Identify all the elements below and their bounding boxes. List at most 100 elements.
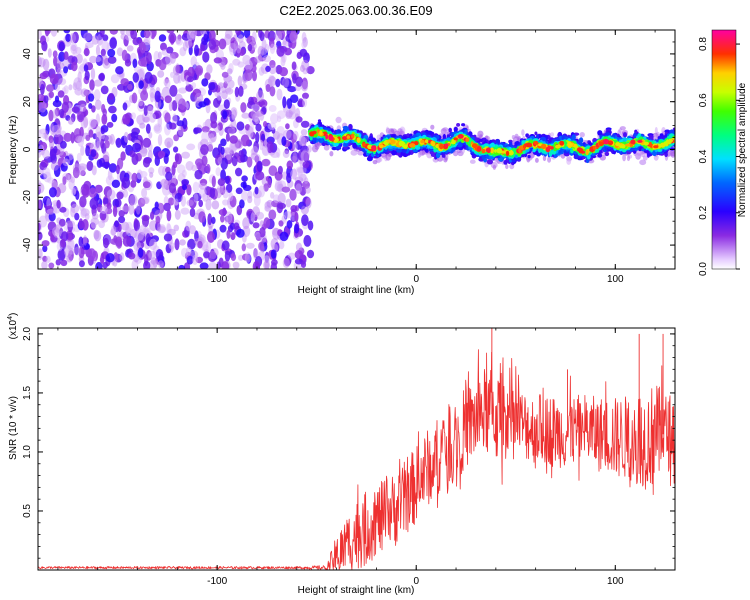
noise-blob	[52, 50, 58, 58]
noise-blob	[107, 48, 116, 58]
noise-blob	[109, 30, 118, 35]
noise-blob	[262, 145, 269, 156]
noise-blob	[46, 208, 55, 215]
noise-blob	[301, 41, 307, 49]
noise-blob	[106, 121, 114, 128]
noise-blob	[41, 260, 48, 269]
noise-blob	[241, 175, 248, 182]
signal-blob	[527, 154, 531, 159]
noise-blob	[206, 64, 213, 75]
noise-blob	[160, 42, 167, 51]
noise-blob	[267, 30, 276, 42]
noise-blob	[60, 239, 66, 248]
noise-blob	[263, 217, 271, 229]
noise-blob	[286, 98, 293, 109]
noise-blob	[102, 261, 108, 269]
noise-blob	[137, 247, 144, 258]
noise-blob	[300, 129, 308, 136]
noise-blob	[229, 135, 238, 144]
noise-blob	[250, 152, 258, 160]
noise-blob	[274, 30, 283, 42]
noise-blob	[263, 255, 271, 264]
noise-blob	[208, 82, 216, 91]
noise-blob	[90, 149, 97, 158]
noise-blob	[38, 93, 44, 101]
noise-blob	[149, 220, 158, 232]
noise-blob	[217, 178, 226, 187]
noise-blob	[53, 229, 60, 238]
noise-blob	[84, 213, 90, 221]
noise-blob	[292, 151, 297, 164]
signal-halo	[411, 130, 415, 135]
noise-blob	[148, 250, 157, 260]
noise-blob	[260, 133, 266, 142]
noise-blob	[158, 34, 167, 42]
noise-blob	[93, 79, 103, 87]
noise-blob	[195, 65, 204, 76]
noise-blob	[268, 76, 277, 87]
noise-blob	[240, 181, 246, 188]
noise-blob	[59, 108, 65, 119]
noise-blob	[149, 238, 158, 250]
noise-blob	[205, 103, 211, 114]
noise-blob	[207, 213, 212, 226]
signal-blob	[486, 159, 493, 165]
noise-blob	[193, 127, 202, 134]
noise-blob	[71, 106, 80, 113]
noise-blob	[165, 171, 173, 181]
noise-blob	[275, 179, 280, 191]
noise-blob	[138, 98, 144, 107]
noise-blob	[294, 211, 299, 223]
noise-blob	[226, 229, 231, 239]
noise-blob	[255, 123, 262, 132]
noise-blob	[85, 145, 91, 157]
noise-blob	[198, 187, 207, 198]
noise-blob	[124, 59, 132, 67]
noise-blob	[101, 161, 111, 169]
noise-blob	[136, 114, 146, 126]
signal-halo	[626, 155, 631, 162]
noise-blob	[276, 147, 281, 159]
noise-blob	[132, 72, 139, 83]
noise-blob	[302, 97, 308, 108]
noise-blob	[295, 242, 303, 252]
noise-blob	[227, 68, 233, 75]
noise-blob	[158, 59, 167, 71]
noise-blob	[155, 215, 161, 225]
noise-blob	[140, 90, 149, 101]
noise-blob	[101, 114, 108, 125]
noise-blob	[173, 134, 180, 142]
noise-blob	[268, 165, 278, 176]
signal-blob	[623, 132, 627, 138]
noise-blob	[210, 112, 218, 124]
noise-blob	[65, 33, 71, 42]
noise-blob	[231, 109, 236, 121]
noise-blob	[285, 123, 290, 130]
noise-blob	[276, 110, 286, 119]
noise-blob	[54, 95, 60, 103]
noise-blob	[286, 160, 294, 170]
noise-blob	[182, 40, 188, 52]
noise-blob	[259, 220, 264, 228]
noise-blob	[282, 150, 290, 159]
noise-blob	[289, 188, 297, 201]
noise-blob	[90, 220, 97, 229]
noise-blob	[277, 202, 286, 210]
noise-blob	[281, 214, 287, 223]
noise-blob	[150, 92, 155, 103]
noise-blob	[147, 105, 154, 115]
noise-blob	[286, 220, 293, 229]
noise-blob	[161, 182, 167, 190]
noise-blob	[75, 53, 83, 64]
noise-blob	[163, 78, 168, 86]
signal-halo	[547, 156, 552, 163]
noise-blob	[227, 127, 236, 135]
noise-blob	[111, 179, 121, 188]
noise-blob	[103, 237, 109, 249]
noise-blob	[258, 30, 263, 39]
signal-blob	[479, 138, 483, 143]
noise-blob	[256, 90, 264, 102]
noise-blob	[51, 124, 61, 134]
noise-blob	[259, 139, 264, 151]
noise-blob	[208, 261, 217, 269]
